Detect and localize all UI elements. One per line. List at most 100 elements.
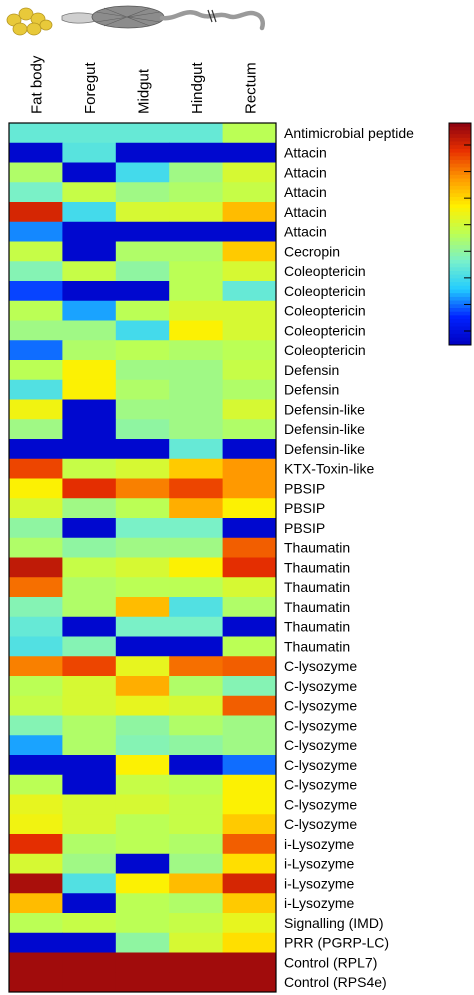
- heatmap-cell: [9, 518, 63, 539]
- heatmap-cell: [9, 458, 63, 479]
- heatmap-cell: [169, 419, 223, 440]
- heatmap-cell: [9, 932, 63, 953]
- column-label: Foregut: [82, 61, 99, 114]
- heatmap-cell: [222, 814, 277, 835]
- heatmap-cell: [169, 182, 223, 203]
- heatmap-cell: [222, 399, 277, 420]
- legend-swatch: [449, 141, 471, 146]
- heatmap-cell: [9, 300, 63, 321]
- heatmap-cell: [222, 557, 277, 578]
- heatmap-cell: [222, 478, 277, 499]
- heatmap-cell: [62, 676, 117, 697]
- row-label: Control (RPS4e): [284, 974, 387, 990]
- heatmap-cell: [222, 913, 277, 934]
- heatmap-cell: [62, 281, 117, 302]
- heatmap-cell: [115, 123, 170, 144]
- heatmap-cell: [169, 814, 223, 835]
- legend-swatch: [449, 330, 471, 335]
- row-label: KTX-Toxin-like: [284, 461, 374, 477]
- heatmap-cell: [62, 202, 117, 223]
- heatmap-cell: [62, 557, 117, 578]
- heatmap-cell: [62, 952, 117, 973]
- legend-swatch: [449, 234, 471, 239]
- legend-swatch: [449, 137, 471, 142]
- heatmap-cell: [169, 557, 223, 578]
- row-label: Defensin: [284, 382, 339, 398]
- heatmap-cell: [222, 360, 277, 381]
- heatmap-cell: [169, 360, 223, 381]
- color-legend: [448, 122, 472, 346]
- heatmap-cell: [169, 913, 223, 934]
- row-label: Coleoptericin: [284, 283, 366, 299]
- heatmap-cell: [222, 873, 277, 894]
- row-label: C-lysozyme: [284, 796, 357, 812]
- heatmap-cell: [222, 320, 277, 341]
- heatmap-cell: [62, 142, 117, 163]
- row-label: Thaumatin: [284, 579, 350, 595]
- legend-swatch: [449, 163, 471, 168]
- heatmap-cell: [222, 241, 277, 262]
- legend-swatch: [449, 193, 471, 198]
- heatmap-cell: [62, 340, 117, 361]
- row-label: Thaumatin: [284, 540, 350, 556]
- heatmap-cell: [62, 932, 117, 953]
- heatmap-cell: [169, 300, 223, 321]
- legend-swatch: [449, 208, 471, 213]
- heatmap-cell: [9, 814, 63, 835]
- heatmap-cells: [9, 123, 277, 993]
- heatmap-cell: [9, 142, 63, 163]
- heatmap-cell: [222, 537, 277, 558]
- heatmap-cell: [169, 755, 223, 776]
- row-labels: Antimicrobial peptide Attacin Attacin Attac…: [284, 125, 414, 990]
- column-label: Fat body: [29, 55, 46, 114]
- heatmap-cell: [62, 755, 117, 776]
- heatmap-cell: [9, 162, 63, 183]
- heatmap-cell: [9, 439, 63, 460]
- legend-swatch: [449, 341, 471, 346]
- heatmap-cell: [9, 498, 63, 519]
- legend-swatch: [449, 274, 471, 279]
- heatmap-cell: [222, 893, 277, 914]
- legend-swatch: [449, 174, 471, 179]
- row-label: Defensin-like: [284, 401, 365, 417]
- heatmap-cell: [169, 320, 223, 341]
- heatmap-cell: [9, 577, 63, 598]
- legend-swatch: [449, 267, 471, 272]
- heatmap-cell: [169, 202, 223, 223]
- heatmap-cell: [169, 399, 223, 420]
- heatmap-cell: [62, 972, 117, 993]
- heatmap-cell: [115, 439, 170, 460]
- fat-body-icon: [6, 7, 53, 36]
- heatmap-cell: [9, 715, 63, 736]
- legend-swatch: [449, 126, 471, 131]
- heatmap-cell: [62, 478, 117, 499]
- row-label: Control (RPL7): [284, 954, 377, 970]
- heatmap-cell: [169, 695, 223, 716]
- heatmap-cell: [9, 893, 63, 914]
- heatmap-cell: [169, 261, 223, 282]
- heatmap-cell: [222, 794, 277, 815]
- heatmap-cell: [169, 439, 223, 460]
- heatmap-cell: [9, 419, 63, 440]
- row-label: C-lysozyme: [284, 678, 357, 694]
- heatmap-cell: [115, 557, 170, 578]
- heatmap-cell: [169, 932, 223, 953]
- legend-swatch: [449, 248, 471, 253]
- heatmap-cell: [62, 715, 117, 736]
- heatmap-cell: [222, 755, 277, 776]
- legend-swatch: [449, 271, 471, 276]
- legend-swatch: [449, 241, 471, 246]
- heatmap-cell: [222, 439, 277, 460]
- heatmap-cell: [115, 320, 170, 341]
- heatmap-cell: [9, 656, 63, 677]
- heatmap-cell: [169, 774, 223, 795]
- legend-swatch: [449, 337, 471, 342]
- legend-swatch: [449, 326, 471, 331]
- heatmap-cell: [62, 439, 117, 460]
- row-label: C-lysozyme: [284, 816, 357, 832]
- heatmap-cell: [62, 182, 117, 203]
- legend-swatch: [449, 322, 471, 327]
- heatmap-cell: [169, 379, 223, 400]
- heatmap-cell: [9, 360, 63, 381]
- heatmap-cell: [9, 834, 63, 855]
